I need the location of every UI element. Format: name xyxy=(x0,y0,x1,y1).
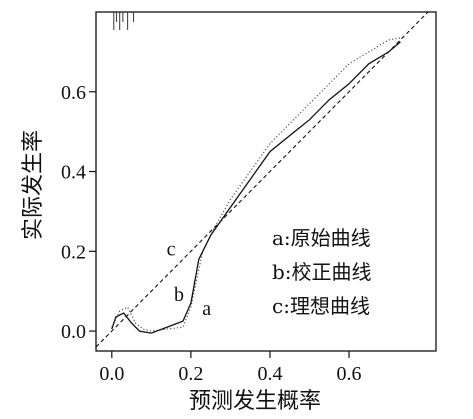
y-tick-label: 0.4 xyxy=(61,162,86,184)
curve-label-a: a xyxy=(202,298,211,320)
plot-area-frame xyxy=(95,11,437,352)
legend-entry-b: b:校正曲线 xyxy=(272,260,372,284)
x-tick-label: 0.2 xyxy=(178,363,203,385)
curve-label-b: b xyxy=(174,284,184,306)
x-axis-title: 预测发生概率 xyxy=(189,389,321,414)
series-c-line xyxy=(96,12,429,348)
y-axis-title: 实际发生率 xyxy=(21,130,46,240)
x-tick-label: 0.6 xyxy=(337,363,362,385)
y-tick-label: 0.0 xyxy=(61,321,86,343)
y-tick-label: 0.6 xyxy=(61,82,86,104)
x-tick-label: 0.4 xyxy=(257,363,282,385)
legend-entry-c: c:理想曲线 xyxy=(272,294,370,318)
x-tick-label: 0.0 xyxy=(99,363,124,385)
rug-marks xyxy=(113,12,135,30)
y-tick-label: 0.2 xyxy=(61,241,86,263)
curve-label-c: c xyxy=(167,238,176,260)
series-a-line xyxy=(111,37,401,332)
legend-entry-a: a:原始曲线 xyxy=(272,226,371,250)
series-b-line xyxy=(111,41,401,334)
